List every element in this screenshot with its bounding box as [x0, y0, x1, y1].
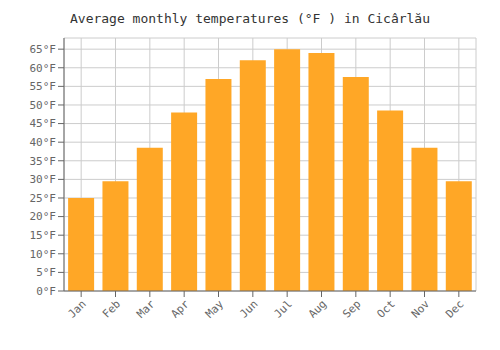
- svg-text:Dec: Dec: [443, 297, 466, 320]
- svg-text:Jan: Jan: [66, 297, 89, 320]
- svg-text:Apr: Apr: [169, 297, 193, 321]
- svg-text:60°F: 60°F: [30, 62, 57, 75]
- svg-text:15°F: 15°F: [30, 229, 57, 242]
- svg-text:35°F: 35°F: [30, 155, 57, 168]
- svg-text:65°F: 65°F: [30, 43, 57, 56]
- svg-text:20°F: 20°F: [30, 210, 57, 223]
- svg-text:25°F: 25°F: [30, 192, 57, 205]
- svg-text:0°F: 0°F: [36, 285, 56, 298]
- svg-text:Jun: Jun: [237, 297, 260, 320]
- html-text:Average monthly temperatures (: Average monthly temperatures (°F ) in Ci…: [70, 11, 430, 26]
- svg-text:30°F: 30°F: [30, 173, 57, 186]
- svg-text:5°F: 5°F: [36, 266, 56, 279]
- svg-text:55°F: 55°F: [30, 80, 57, 93]
- svg-text:40°F: 40°F: [30, 136, 57, 149]
- svg-text:Mar: Mar: [134, 297, 158, 321]
- svg-text:Jul: Jul: [272, 297, 295, 320]
- svg-text:Aug: Aug: [306, 297, 329, 320]
- svg-text:Feb: Feb: [100, 297, 123, 320]
- svg-text:45°F: 45°F: [30, 117, 57, 130]
- svg-text:10°F: 10°F: [30, 248, 57, 261]
- svg-text:Sep: Sep: [340, 297, 363, 320]
- svg-text:May: May: [203, 297, 227, 321]
- svg-text:50°F: 50°F: [30, 99, 57, 112]
- svg-text:Nov: Nov: [409, 297, 433, 321]
- svg-text:Oct: Oct: [375, 297, 398, 320]
